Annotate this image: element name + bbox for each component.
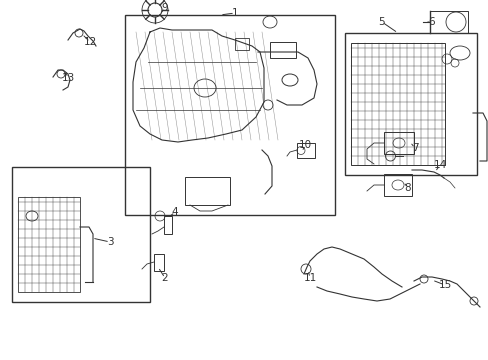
- Text: 8: 8: [404, 183, 410, 193]
- Bar: [154, 254, 163, 271]
- Bar: [383, 174, 411, 196]
- Text: 6: 6: [428, 17, 434, 27]
- Text: 10: 10: [298, 140, 311, 150]
- Text: 2: 2: [162, 273, 168, 283]
- Bar: [269, 42, 295, 58]
- Bar: [429, 11, 467, 33]
- Bar: [12, 167, 150, 302]
- Text: 4: 4: [171, 207, 178, 217]
- Text: 12: 12: [83, 37, 97, 47]
- Text: 15: 15: [437, 280, 451, 290]
- Bar: [163, 216, 172, 234]
- Text: 13: 13: [61, 73, 75, 83]
- Text: 14: 14: [432, 160, 446, 170]
- Text: 5: 5: [378, 17, 385, 27]
- Bar: [350, 43, 444, 165]
- Text: 9: 9: [162, 3, 168, 13]
- Bar: [125, 15, 334, 215]
- Text: 1: 1: [231, 8, 238, 18]
- Text: 7: 7: [411, 143, 417, 153]
- Bar: [345, 33, 476, 175]
- Bar: [235, 38, 248, 50]
- Bar: [184, 177, 229, 205]
- Bar: [383, 132, 413, 154]
- Text: 11: 11: [303, 273, 316, 283]
- Bar: [18, 197, 80, 292]
- Bar: [296, 143, 314, 158]
- Text: 3: 3: [106, 237, 113, 247]
